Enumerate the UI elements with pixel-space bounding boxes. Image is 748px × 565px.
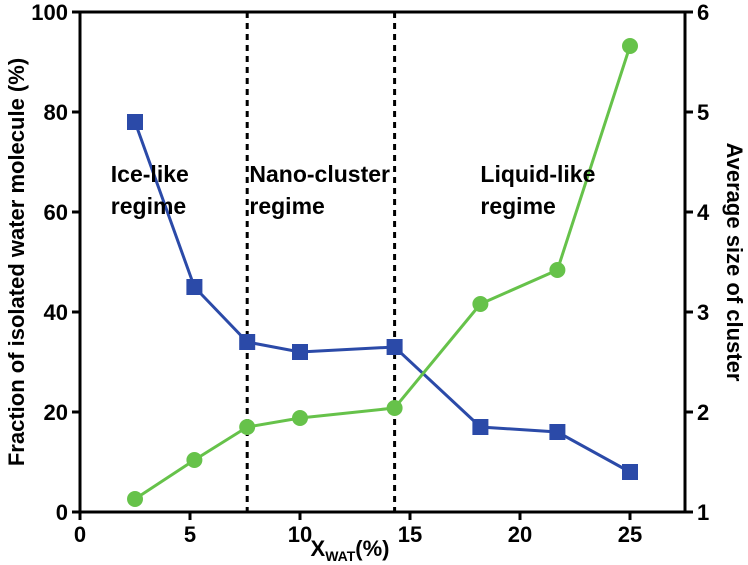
right-y-tick-label: 5 [697, 100, 709, 125]
series-1-point [549, 424, 566, 440]
x-axis-title-suffix: (%) [355, 536, 389, 561]
left-y-tick-label: 80 [44, 100, 68, 125]
regime-dividers [245, 12, 397, 512]
regime-label-line: regime [111, 193, 186, 219]
x-tick-label: 0 [74, 522, 86, 547]
right-y-tick-label: 3 [697, 300, 709, 325]
x-axis-title: XWAT(%) [311, 536, 390, 564]
series-1-line [133, 121, 631, 474]
x-tick-label: 5 [184, 522, 196, 547]
right-y-tick-label: 1 [697, 500, 709, 525]
series-2-point [622, 38, 638, 54]
series-1-point [622, 464, 638, 480]
regime-label: Liquid-like regime [480, 161, 595, 219]
series-2-point [292, 410, 308, 426]
regime-label-line: Ice-like [111, 161, 189, 187]
x-tick-label: 25 [618, 522, 642, 547]
x-tick-label: 15 [398, 522, 422, 547]
series-2-line [134, 45, 632, 501]
plot-frame [78, 10, 687, 514]
series-1-point [239, 334, 256, 350]
series-layer [127, 38, 638, 507]
left-y-tick-label: 20 [44, 400, 68, 425]
right-y-axis: 1 2 3 4 5 6 [685, 0, 710, 525]
regime-label-line: regime [249, 193, 324, 219]
series-1-point [127, 114, 143, 130]
series-1-point [386, 339, 403, 355]
series-1-point [472, 419, 489, 435]
series-2-point [186, 452, 203, 468]
regime-label: Nano-cluster regime [249, 161, 390, 219]
plot-border [78, 10, 687, 514]
x-axis-title-sub: WAT [325, 548, 356, 564]
right-axis-title: Average size of cluster [722, 143, 747, 382]
left-y-tick-label: 100 [31, 0, 68, 25]
regime-label-line: Nano-cluster [249, 161, 390, 187]
regime-label-line: Liquid-like [480, 161, 595, 187]
right-y-tick-label: 2 [697, 400, 709, 425]
regime-label: Ice-like regime [111, 161, 189, 219]
series-2-point [386, 400, 403, 416]
left-y-tick-label: 40 [44, 300, 68, 325]
left-y-tick-label: 0 [56, 500, 68, 525]
left-y-axis: 0 20 40 60 80 100 [31, 0, 80, 525]
series-1-point [186, 279, 203, 295]
left-axis-title: Fraction of isolated water molecule (%) [4, 58, 29, 466]
x-axis-title-main: X [311, 536, 326, 561]
x-tick-label: 10 [288, 522, 312, 547]
series-2-point [472, 296, 489, 312]
left-y-tick-label: 60 [44, 200, 68, 225]
right-y-tick-label: 4 [697, 200, 710, 225]
series-2-point [127, 491, 143, 507]
x-axis: 0 5 10 15 20 25 [74, 512, 642, 547]
regime-label-line: regime [480, 193, 555, 219]
series-1-point [292, 344, 308, 360]
series-2-point [239, 419, 256, 435]
right-y-tick-label: 6 [697, 0, 709, 25]
series-2-point [549, 262, 566, 278]
x-tick-label: 20 [508, 522, 532, 547]
